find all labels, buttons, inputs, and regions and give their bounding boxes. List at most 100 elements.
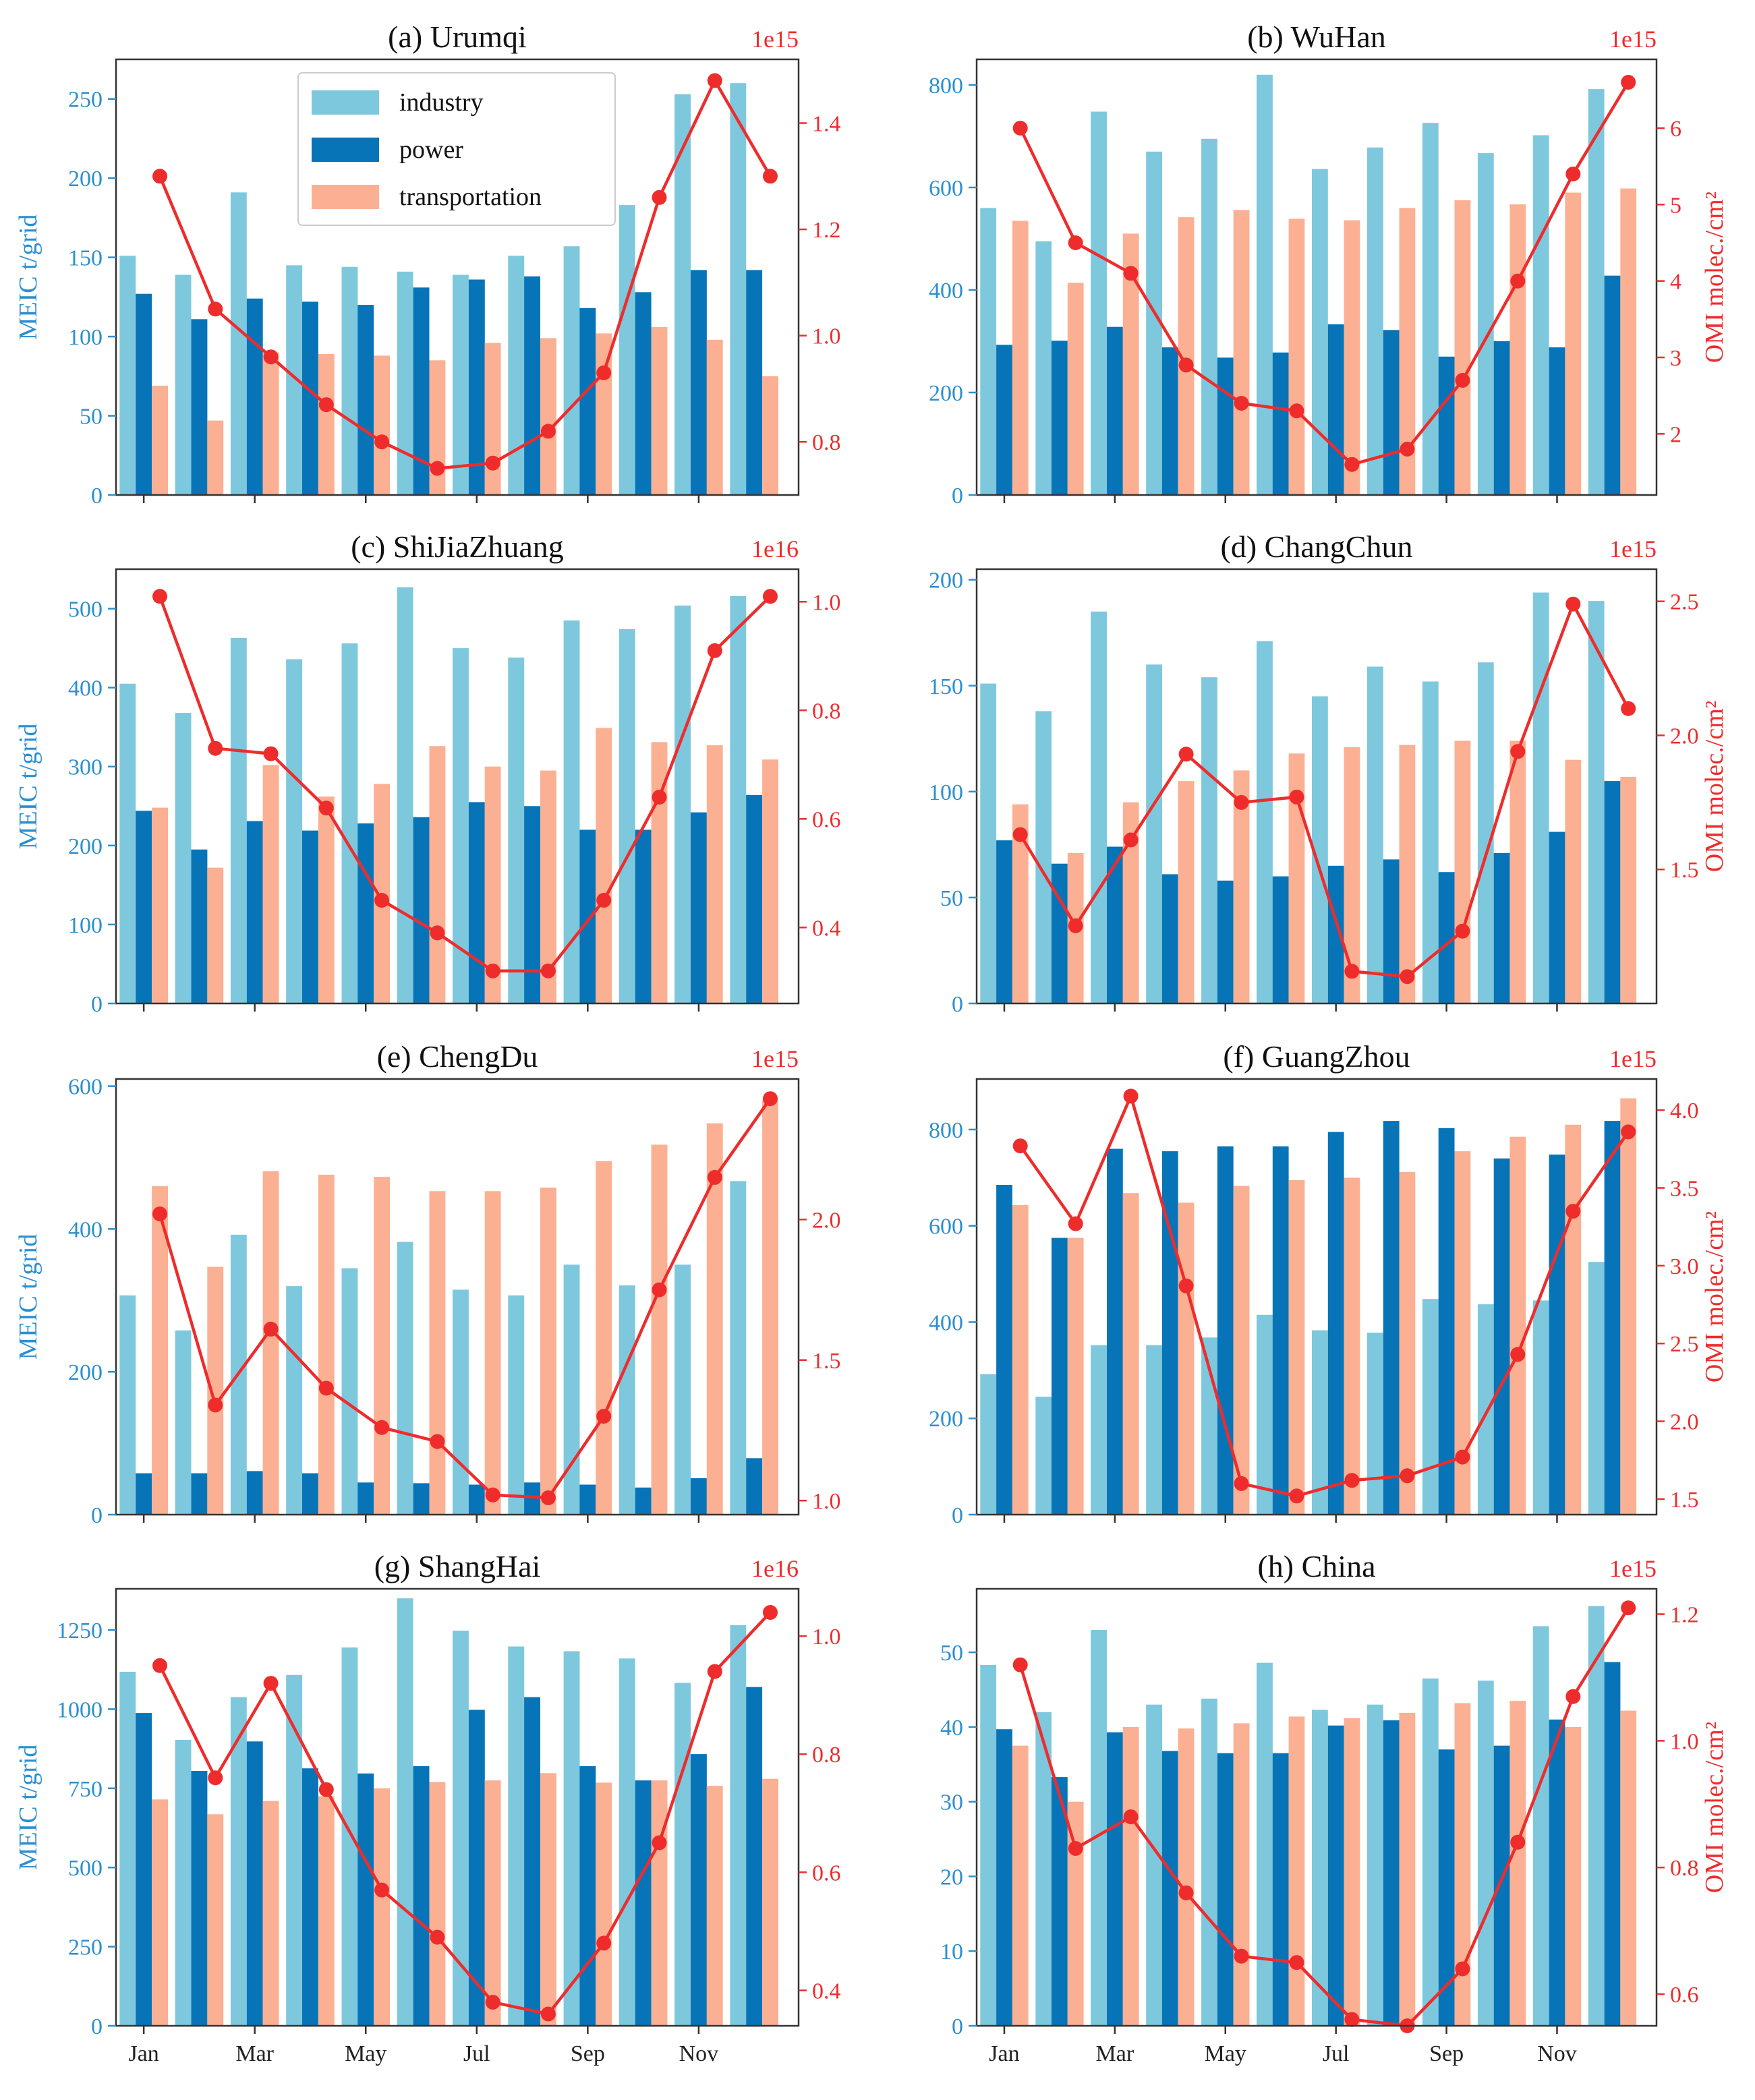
bar-power [1217, 880, 1234, 1003]
omi-point [763, 169, 778, 184]
bar-power [1549, 347, 1565, 495]
omi-point [1621, 701, 1636, 716]
legend-label-transportation: transportation [399, 183, 542, 211]
omi-point [540, 424, 556, 439]
bar-industry [453, 1631, 469, 2026]
right-tick-label: 0.4 [812, 916, 841, 941]
right-tick-label: 0.8 [1670, 1856, 1699, 1881]
bar-power [136, 1473, 152, 1515]
left-axis-label: MEIC t/grid [14, 724, 42, 850]
bar-transportation [262, 1171, 279, 1515]
bar-industry [341, 643, 358, 1003]
bar-industry [618, 629, 635, 1003]
left-tick-label: 20 [940, 1865, 963, 1890]
bar-transportation [207, 1814, 224, 2026]
bar-power [1493, 341, 1510, 495]
bar-transportation [484, 1780, 501, 2026]
left-tick-label: 150 [929, 674, 963, 699]
bar-industry [397, 1242, 413, 1515]
bar-industry [1201, 677, 1217, 1003]
left-tick-label: 200 [929, 381, 963, 406]
right-tick-label: 2.0 [1670, 724, 1699, 749]
x-tick-label: Mar [1096, 2041, 1134, 2066]
legend-swatch-transportation [312, 185, 379, 209]
omi-point [1510, 1347, 1526, 1362]
bar-power [191, 849, 208, 1003]
bar-transportation [1012, 804, 1029, 1003]
bar-transportation [596, 728, 612, 1003]
left-tick-label: 200 [929, 568, 963, 593]
bar-industry [1422, 123, 1439, 495]
bar-transportation [429, 360, 446, 495]
omi-point [1565, 167, 1581, 181]
omi-point [540, 1490, 556, 1505]
bar-transportation [152, 1799, 168, 2026]
bar-industry [1532, 592, 1549, 1003]
omi-point [1344, 1473, 1360, 1488]
bar-transportation [1122, 1726, 1139, 2026]
omi-point [652, 790, 667, 805]
plot-frame [115, 1587, 800, 2027]
bar-power [1383, 1720, 1400, 2026]
bar-transportation [1067, 283, 1084, 495]
left-tick-label: 600 [68, 1075, 103, 1100]
bar-industry [1146, 151, 1162, 496]
omi-point [1012, 1657, 1028, 1672]
omi-point [1455, 1961, 1470, 1977]
bar-power [413, 817, 430, 1003]
left-tick-label: 200 [929, 1407, 963, 1432]
omi-point [485, 963, 500, 979]
left-tick-label: 0 [91, 2014, 103, 2039]
left-tick-label: 0 [952, 484, 963, 508]
bar-power [1549, 832, 1565, 1003]
bar-transportation [1454, 740, 1471, 1003]
bar-industry [175, 1740, 192, 2026]
left-tick-label: 800 [929, 74, 963, 98]
right-tick-label: 1.0 [812, 1625, 841, 1650]
bar-power [1493, 1158, 1510, 1515]
bar-power [1052, 341, 1068, 495]
omi-point [1068, 1216, 1083, 1231]
bar-power [468, 279, 485, 495]
right-tick-label: 0.8 [812, 430, 841, 455]
bar-transportation [1344, 220, 1360, 495]
plot-frame [975, 568, 1658, 1005]
left-tick-label: 100 [68, 325, 103, 350]
bar-transportation [1399, 1712, 1416, 2026]
bar-industry [1035, 711, 1052, 1003]
left-axis-label: MEIC t/grid [14, 1745, 42, 1871]
right-tick-label: 1.4 [812, 112, 841, 137]
offset-label: 1e15 [751, 26, 799, 53]
bar-power [1438, 872, 1455, 1003]
bar-power [413, 287, 430, 495]
bar-transportation [484, 343, 501, 495]
bar-power [1604, 781, 1621, 1003]
omi-point [263, 349, 279, 365]
legend-swatch-power [312, 138, 379, 162]
bar-industry [980, 683, 997, 1003]
right-tick-label: 0.6 [1670, 1983, 1699, 2008]
chart-title: (f) GuangZhou [1223, 1039, 1410, 1074]
left-tick-label: 400 [929, 1310, 963, 1335]
bar-transportation [1509, 1136, 1526, 1515]
left-tick-label: 0 [952, 992, 963, 1017]
omi-point [208, 740, 223, 756]
left-tick-label: 150 [68, 246, 103, 271]
bar-power [1107, 1732, 1123, 2026]
left-tick-label: 300 [68, 755, 103, 780]
chart-title: (h) China [1257, 1549, 1375, 1583]
omi-point [485, 1995, 500, 2010]
bar-industry [1312, 169, 1328, 495]
bar-power [357, 1773, 374, 2026]
bar-industry [730, 1181, 747, 1515]
left-tick-label: 500 [68, 597, 103, 622]
bar-transportation [1122, 233, 1139, 495]
bar-industry [1312, 1710, 1328, 2026]
bar-power [246, 1741, 263, 2026]
bar-power [579, 1484, 596, 1515]
omi-point [763, 1605, 778, 1620]
omi-point [707, 73, 722, 88]
bar-transportation [1565, 1726, 1582, 2026]
bar-power [746, 1687, 763, 2026]
